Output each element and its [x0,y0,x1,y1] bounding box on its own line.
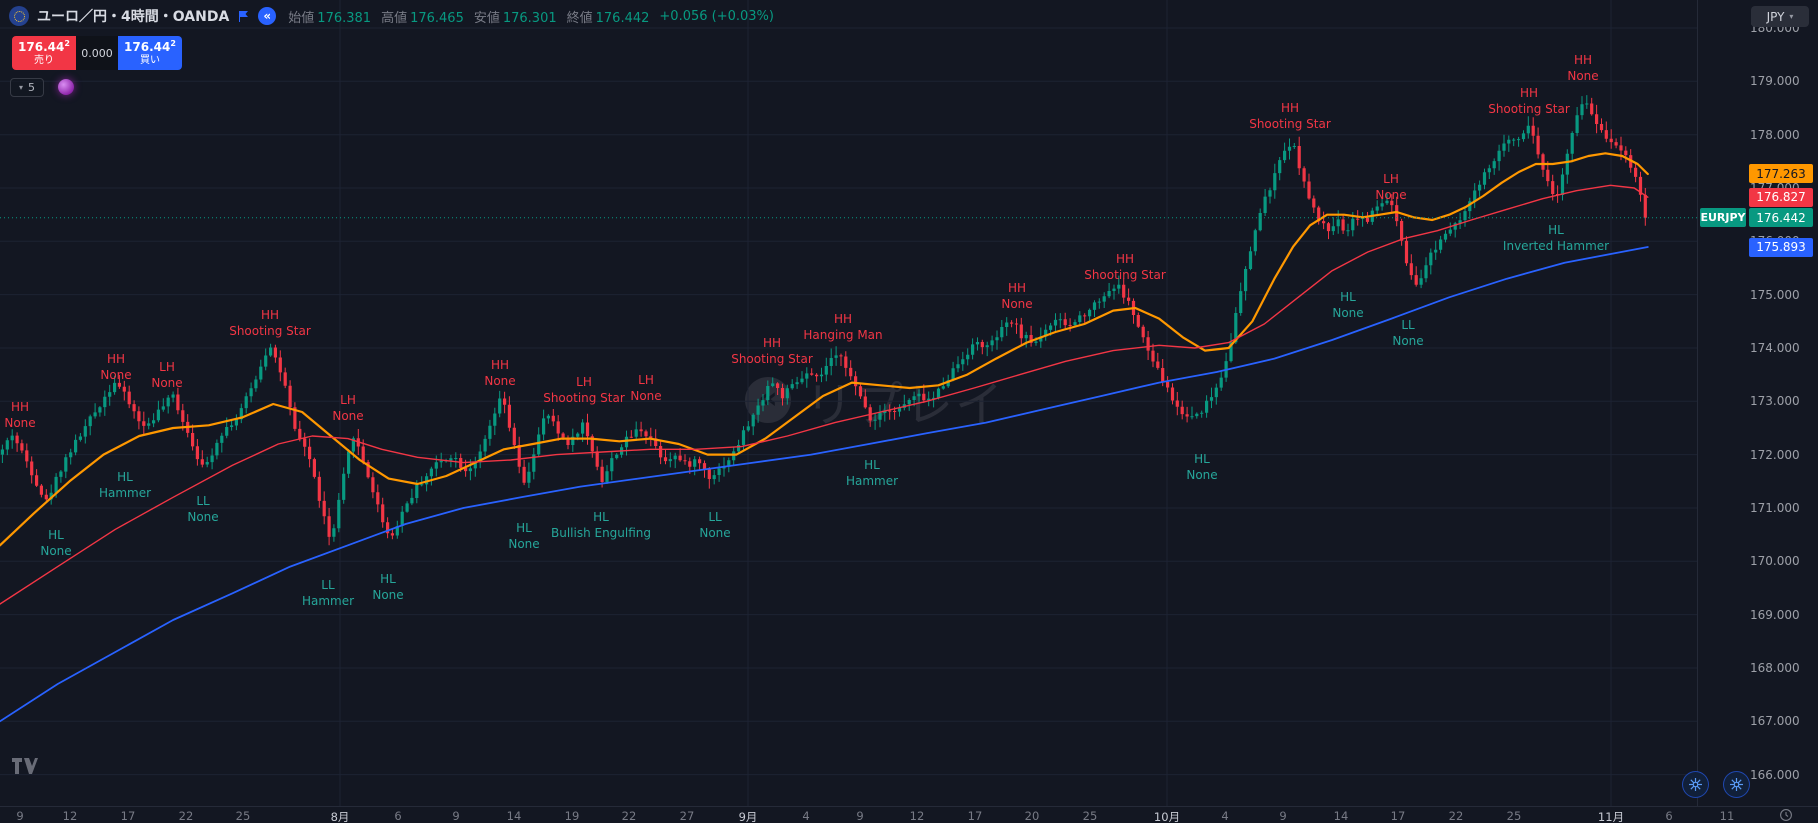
close-value: 176.442 [595,10,650,26]
buy-price: 176.44 [124,40,171,55]
time-tick: 6 [394,809,402,823]
indicator-badge-snowflake-2[interactable] [1723,771,1750,798]
time-tick: 14 [506,809,522,823]
time-axis[interactable]: 9 12 17 22 25 8月 6 9 14 19 22 27 9月 4 9 12 17 20 25 10月 4 9 14… [0,806,1818,823]
price-tick: 172.000 [1750,447,1800,462]
time-tick: 25 [1082,809,1098,823]
indicator-count: 5 [28,81,36,94]
price-tick: 177.000 [1750,180,1800,195]
snowflake-icon [1730,778,1743,791]
time-tick: 12 [62,809,78,823]
price-tick: 179.000 [1750,74,1800,89]
tradingview-logo[interactable] [12,758,38,778]
time-tick: 11月 [1597,810,1625,823]
sell-button[interactable]: 176.442 売り [12,36,76,70]
time-tick: 19 [564,809,580,823]
time-tick: 25 [235,809,251,823]
spread-value: 0.000 [76,36,118,70]
ohlc-readout: 始値 176.381 高値 176.465 安値 176.301 終値 176.442 … [288,7,774,26]
snowflake-icon [1689,778,1702,791]
flag-icon[interactable] [237,10,250,23]
price-tick: 169.000 [1750,607,1800,622]
indicator-count-pill[interactable]: ▾ 5 [10,78,45,97]
time-tick: 4 [1221,809,1229,823]
price-tick: 178.000 [1750,127,1800,142]
time-tick: 22 [178,809,194,823]
time-tick: 27 [679,809,695,823]
price-tick: 176.000 [1750,234,1800,249]
high-label: 高値 [381,10,408,26]
time-tick: 17 [120,809,136,823]
price-chart[interactable] [0,0,1697,806]
time-tick: 9月 [738,810,758,823]
price-tick: 170.000 [1750,554,1800,569]
time-tick: 9 [452,809,460,823]
time-tick: 17 [1390,809,1406,823]
chart-header: ユーロ／円・4時間・OANDA « 始値 176.381 高値 176.465 安値… [0,0,774,32]
low-label: 安値 [473,10,500,26]
high-value: 176.465 [410,10,464,26]
replay-active-icon[interactable] [58,79,74,95]
open-value: 176.381 [317,10,372,26]
time-tick: 11 [1719,809,1735,823]
buy-label: 買い [140,54,160,66]
currency-button[interactable]: JPY ▾ [1751,6,1809,27]
clock-icon [1780,809,1792,821]
chevron-down-icon: ▾ [19,82,24,92]
price-tick: 171.000 [1750,500,1800,515]
indicator-badge-snowflake-1[interactable] [1682,771,1709,798]
price-tick: 168.000 [1750,660,1800,675]
time-tick: 22 [621,809,637,823]
open-label: 始値 [288,10,315,26]
symbol-logo [9,6,29,26]
time-tick: 14 [1333,809,1349,823]
sell-price-sup: 2 [64,39,70,49]
sell-price: 176.44 [18,40,65,55]
time-tick: 22 [1448,809,1464,823]
price-tick: 166.000 [1750,767,1800,782]
time-tick: 9 [16,809,24,823]
change-value: +0.056 (+0.03%) [659,8,774,24]
low-value: 176.301 [502,10,557,26]
time-tick: 9 [856,809,864,823]
price-tick: 167.000 [1750,714,1800,729]
time-tick: 20 [1024,809,1040,823]
chevron-down-icon: ▾ [1789,11,1794,21]
time-tick: 8月 [330,810,350,823]
price-tick: 173.000 [1750,394,1800,409]
buy-button[interactable]: 176.442 買い [118,36,182,70]
replay-rewind-icon[interactable]: « [258,7,277,25]
time-tick: 10月 [1153,810,1181,823]
timezone-clock-button[interactable] [1779,808,1793,822]
time-tick: 25 [1506,809,1522,823]
time-tick: 9 [1279,809,1287,823]
price-tick: 174.000 [1750,340,1800,355]
trade-panel: 176.442 売り 0.000 176.442 買い [12,36,182,70]
price-tick: 175.000 [1750,287,1800,302]
close-label: 終値 [566,10,593,26]
time-tick: 17 [967,809,983,823]
time-tick: 12 [909,809,925,823]
time-tick: 6 [1665,809,1673,823]
sell-label: 売り [34,54,54,66]
symbol-title[interactable]: ユーロ／円・4時間・OANDA [37,9,230,25]
currency-label: JPY [1766,9,1785,24]
time-tick: 4 [802,809,810,823]
price-axis[interactable]: 180.000 179.000 178.000 177.000 176.000 175.0… [1697,0,1818,823]
buy-price-sup: 2 [170,39,176,49]
